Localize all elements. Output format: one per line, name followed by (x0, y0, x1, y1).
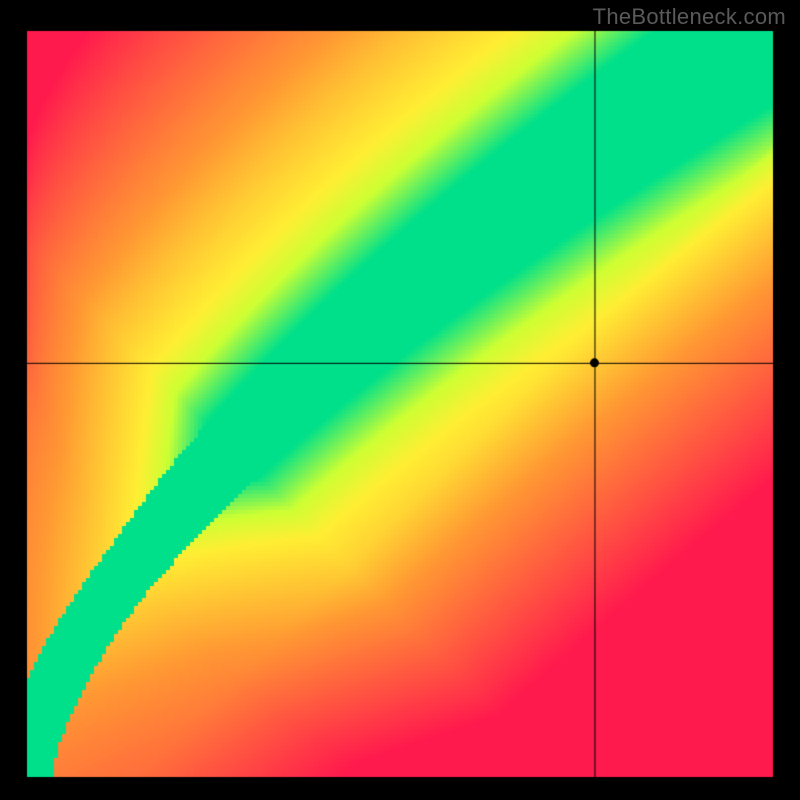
watermark-text: TheBottleneck.com (593, 4, 786, 30)
chart-container: TheBottleneck.com (0, 0, 800, 800)
bottleneck-chart-canvas (0, 0, 800, 800)
